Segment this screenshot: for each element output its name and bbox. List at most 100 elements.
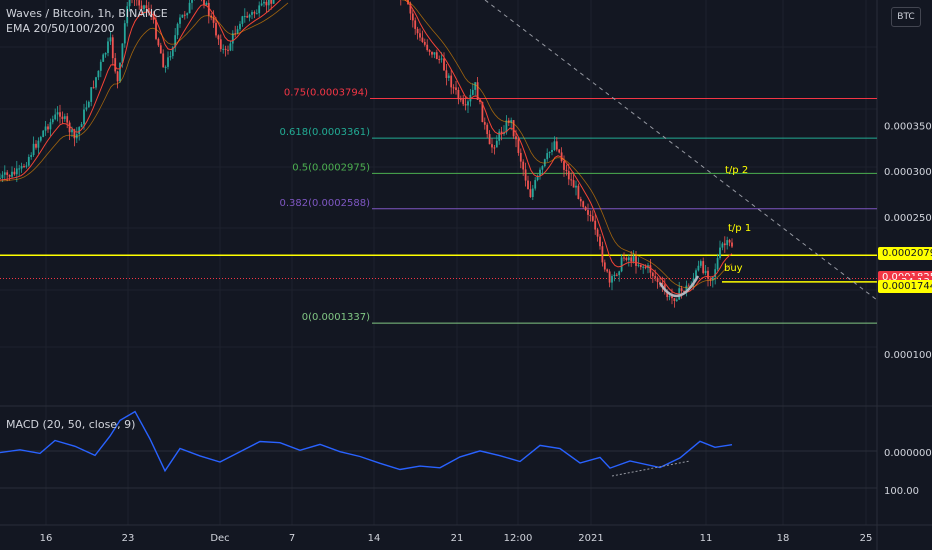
candle-body xyxy=(138,0,141,6)
candle-body xyxy=(73,129,76,139)
candle-body xyxy=(555,141,558,150)
candle-body xyxy=(671,296,673,299)
time-tick-label: 12:00 xyxy=(504,533,533,544)
candle-body xyxy=(68,122,71,133)
time-tick-label: Dec xyxy=(210,533,229,544)
candle-body xyxy=(661,282,664,285)
candle-body xyxy=(716,258,719,270)
candle-body xyxy=(623,257,625,259)
candle-body xyxy=(1,174,4,178)
fib-level-label: 0.5(0.0002975) xyxy=(292,162,370,173)
candle-body xyxy=(123,23,126,44)
candle-body xyxy=(11,171,13,177)
candle-body xyxy=(229,43,232,51)
candle-body xyxy=(488,134,491,145)
candle-body xyxy=(541,166,544,170)
candle-body xyxy=(203,0,205,6)
candle-body xyxy=(630,257,633,262)
candle-body xyxy=(467,101,469,106)
ema-line xyxy=(0,0,733,295)
candle-body xyxy=(522,161,525,170)
candle-body xyxy=(426,44,429,51)
candle-body xyxy=(6,172,9,175)
candle-body xyxy=(87,101,90,108)
candle-body xyxy=(39,136,42,141)
candle-body xyxy=(551,150,553,152)
candle-body xyxy=(639,264,642,268)
candle-body xyxy=(183,14,186,16)
candle-body xyxy=(596,229,599,237)
candle-body xyxy=(255,13,258,15)
candle-body xyxy=(32,143,35,156)
candle-body xyxy=(515,136,517,140)
candle-body xyxy=(707,270,709,279)
candle-body xyxy=(25,165,28,167)
symbol-title: Waves / Bitcoin, 1h, BINANCE xyxy=(6,7,168,20)
candle-body xyxy=(709,278,712,281)
fib-level-label: 0.618(0.0003361) xyxy=(279,127,370,138)
candle-body xyxy=(92,87,95,89)
candle-body xyxy=(435,52,438,60)
candle-body xyxy=(179,17,181,24)
candle-body xyxy=(680,288,683,292)
macd-divergence-line xyxy=(611,460,691,477)
candle-body xyxy=(637,264,640,266)
candle-body xyxy=(428,50,431,52)
candle-body xyxy=(668,296,671,298)
candle-body xyxy=(147,8,150,12)
candle-body xyxy=(414,20,417,29)
candle-body xyxy=(642,266,645,268)
candle-body xyxy=(63,116,66,119)
candle-body xyxy=(529,189,532,197)
candle-body xyxy=(423,42,426,45)
currency-button[interactable]: BTC xyxy=(891,7,921,27)
candle-body xyxy=(258,5,261,14)
candle-body xyxy=(51,119,54,123)
candle-body xyxy=(462,99,465,105)
candle-body xyxy=(111,37,114,59)
fib-level-label: 0.75(0.0003794) xyxy=(284,88,368,99)
candle-body xyxy=(651,272,654,277)
candle-body xyxy=(613,274,616,277)
candle-body xyxy=(236,29,239,34)
candle-body xyxy=(231,33,234,44)
candle-body xyxy=(539,169,541,176)
candle-body xyxy=(455,87,457,90)
candle-body xyxy=(726,240,729,246)
candle-body xyxy=(8,174,11,177)
candle-body xyxy=(224,48,227,50)
candle-body xyxy=(498,131,501,141)
candle-body xyxy=(205,2,208,6)
candle-body xyxy=(66,116,69,123)
candle-body xyxy=(536,175,539,181)
candle-body xyxy=(90,87,93,102)
candle-body xyxy=(152,14,155,20)
candle-body xyxy=(171,47,174,57)
candle-body xyxy=(695,270,697,279)
candle-body xyxy=(30,155,33,157)
candle-body xyxy=(169,56,172,58)
macd-tick-label: 100.00 xyxy=(884,486,919,497)
candle-body xyxy=(440,58,443,60)
candle-body xyxy=(587,210,589,215)
candle-body xyxy=(687,285,690,287)
candle-body xyxy=(577,185,580,199)
candle-body xyxy=(524,169,527,181)
candle-body xyxy=(673,298,676,302)
candle-body xyxy=(42,130,45,137)
time-tick-label: 23 xyxy=(122,533,135,544)
candle-body xyxy=(186,13,189,16)
candle-body xyxy=(548,151,551,154)
candle-body xyxy=(505,120,508,133)
time-tick-label: 16 xyxy=(40,533,53,544)
candle-body xyxy=(683,291,685,293)
annotation-buy: buy xyxy=(724,263,743,274)
candle-body xyxy=(644,266,647,269)
time-tick-label: 7 xyxy=(289,533,295,544)
candle-body xyxy=(685,285,688,293)
candle-body xyxy=(493,147,496,149)
candle-body xyxy=(699,261,702,266)
